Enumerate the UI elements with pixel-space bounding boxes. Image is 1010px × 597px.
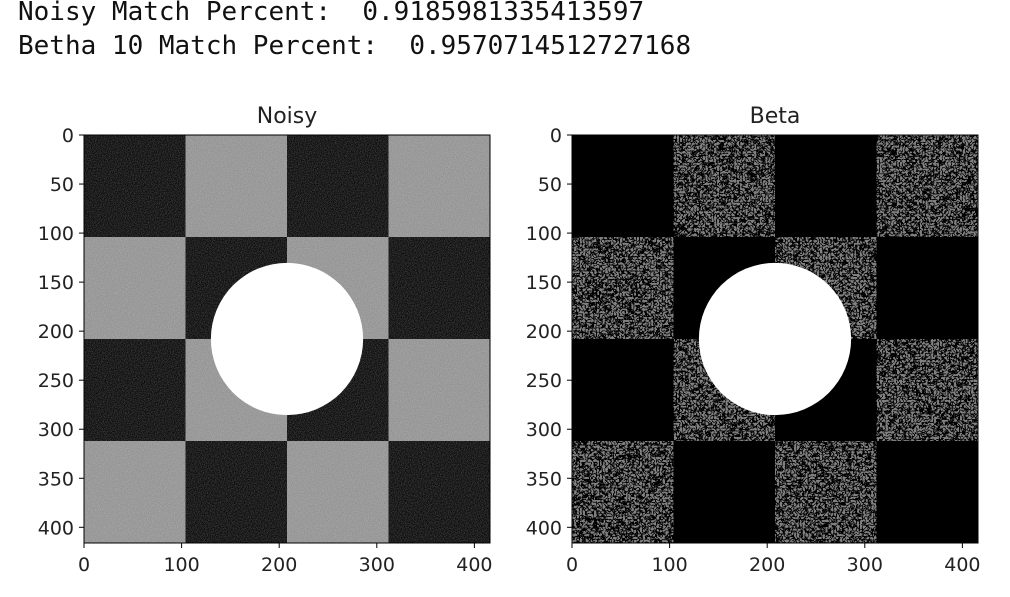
x-tick-label: 400 [456,554,492,576]
image-noisy [84,135,490,543]
y-tick-label: 350 [38,468,74,490]
panel-title: Beta [750,104,801,129]
y-tick-label: 300 [38,419,74,441]
y-tick-label: 300 [526,419,562,441]
axes-frame [83,134,491,544]
y-tick-label: 100 [526,223,562,245]
y-tick-label: 150 [526,272,562,294]
y-tick-label: 200 [526,321,562,343]
x-tick-label: 100 [651,554,687,576]
y-tick-label: 400 [38,517,74,539]
x-tick-label: 200 [261,554,297,576]
x-tick-label: 300 [847,554,883,576]
x-tick-label: 300 [359,554,395,576]
x-tick-label: 200 [749,554,785,576]
output-line-beta-match: Betha 10 Match Percent: 0.95707145127271… [18,31,692,61]
y-tick-label: 250 [38,370,74,392]
image-beta [572,135,978,543]
y-tick-label: 150 [38,272,74,294]
y-tick-label: 200 [38,321,74,343]
y-tick-label: 100 [38,223,74,245]
y-tick-label: 400 [526,517,562,539]
x-tick-label: 0 [566,554,578,576]
y-tick-label: 350 [526,468,562,490]
x-tick-label: 0 [78,554,90,576]
white-circle [698,262,852,416]
panel-title: Noisy [257,104,318,129]
y-tick-label: 250 [526,370,562,392]
white-circle [210,262,364,416]
y-tick-label: 0 [62,125,74,147]
y-tick-label: 50 [538,174,562,196]
output-line-noisy-match: Noisy Match Percent: 0.9185981335413597 [18,0,645,27]
axes-frame [571,134,979,544]
x-tick-label: 400 [944,554,980,576]
y-tick-label: 0 [550,125,562,147]
y-tick-label: 50 [50,174,74,196]
x-tick-label: 100 [163,554,199,576]
